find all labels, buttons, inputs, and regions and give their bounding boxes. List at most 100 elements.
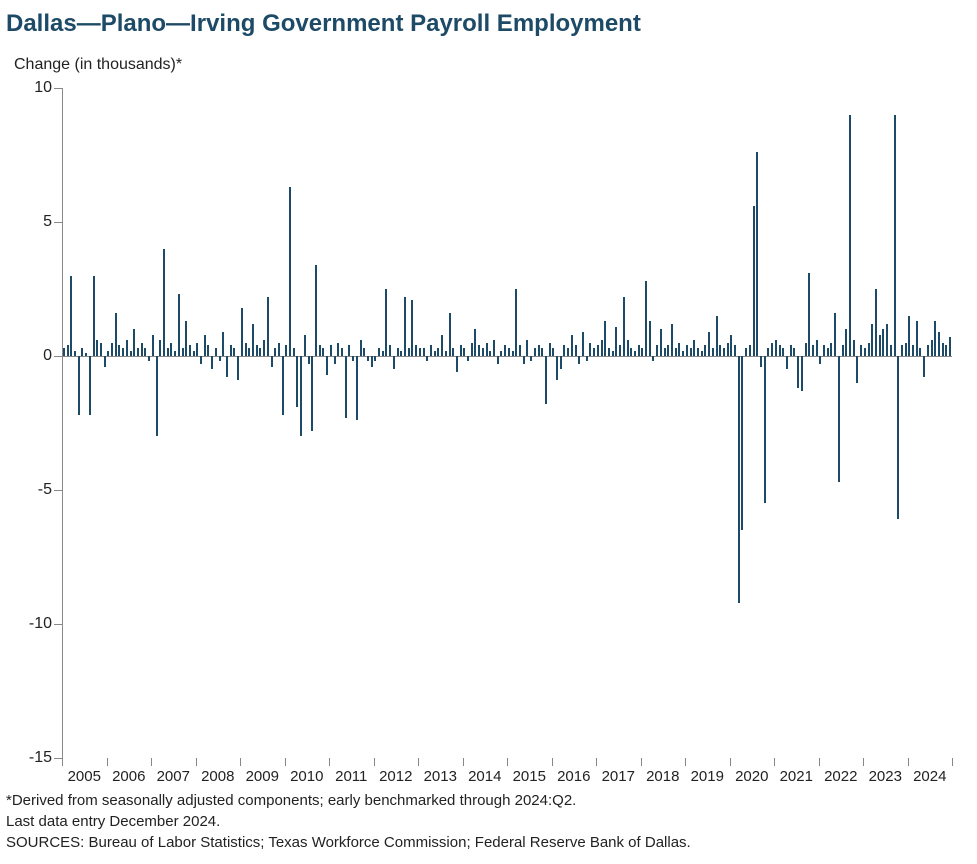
data-bar <box>278 343 280 356</box>
data-bar <box>549 343 551 356</box>
data-bar <box>801 356 803 391</box>
y-axis-title: Change (in thousands)* <box>14 56 182 74</box>
data-bar <box>130 351 132 356</box>
data-bar <box>934 321 936 356</box>
data-bar <box>604 321 606 356</box>
data-bar <box>916 321 918 356</box>
data-bar <box>126 340 128 356</box>
data-bar <box>641 348 643 356</box>
footnote-derivation: *Derived from seasonally adjusted compon… <box>6 790 691 811</box>
data-bar <box>919 348 921 356</box>
data-bar <box>215 348 217 356</box>
data-bar <box>856 356 858 383</box>
x-tick-label: 2017 <box>602 768 635 785</box>
data-bar <box>690 348 692 356</box>
data-bar <box>452 348 454 356</box>
x-tick-label: 2009 <box>246 768 279 785</box>
y-tick <box>54 356 62 357</box>
data-bar <box>334 356 336 364</box>
data-bar <box>897 356 899 519</box>
data-bar <box>786 356 788 369</box>
x-tick <box>285 758 286 766</box>
data-bar <box>207 345 209 356</box>
data-bar <box>482 348 484 356</box>
data-bar <box>159 340 161 356</box>
data-bar <box>727 343 729 356</box>
data-bar <box>360 340 362 356</box>
data-bar <box>608 348 610 356</box>
data-bar <box>471 343 473 356</box>
x-tick <box>463 758 464 766</box>
data-bar <box>411 300 413 356</box>
data-bar <box>315 265 317 356</box>
x-tick <box>240 758 241 766</box>
x-tick-label: 2023 <box>869 768 902 785</box>
data-bar <box>701 351 703 356</box>
data-bar <box>456 356 458 372</box>
data-bar <box>156 356 158 436</box>
data-bar <box>664 348 666 356</box>
x-tick <box>552 758 553 766</box>
data-bar <box>148 356 150 361</box>
chart-title: Dallas—Plano—Irving Government Payroll E… <box>6 10 641 38</box>
data-bar <box>638 345 640 356</box>
data-bar <box>578 356 580 364</box>
data-bar <box>589 343 591 356</box>
data-bar <box>330 345 332 356</box>
data-bar <box>508 348 510 356</box>
data-bar <box>845 329 847 356</box>
data-bar <box>211 356 213 369</box>
data-bar <box>923 356 925 377</box>
data-bar <box>241 308 243 356</box>
x-tick <box>908 758 909 766</box>
data-bar <box>760 356 762 367</box>
data-bar <box>104 356 106 367</box>
y-tick <box>54 222 62 223</box>
data-bar <box>282 356 284 415</box>
data-bar <box>886 324 888 356</box>
data-bar <box>271 356 273 367</box>
data-bar <box>512 351 514 356</box>
data-bar <box>790 345 792 356</box>
data-bar <box>144 348 146 356</box>
data-bar <box>819 356 821 364</box>
y-tick <box>54 88 62 89</box>
data-bar <box>434 351 436 356</box>
data-bar <box>749 345 751 356</box>
data-bar <box>645 281 647 356</box>
data-bar <box>753 206 755 356</box>
x-tick-label: 2022 <box>824 768 857 785</box>
data-bar <box>182 348 184 356</box>
data-bar <box>686 345 688 356</box>
data-bar <box>382 351 384 356</box>
data-bar <box>504 345 506 356</box>
data-bar <box>78 356 80 415</box>
data-bar <box>879 335 881 356</box>
data-bar <box>797 356 799 388</box>
y-tick <box>54 758 62 759</box>
data-bar <box>704 345 706 356</box>
data-bar <box>96 340 98 356</box>
data-bar <box>311 356 313 431</box>
data-bar <box>671 324 673 356</box>
data-bar <box>378 348 380 356</box>
data-bar <box>552 348 554 356</box>
data-bar <box>682 351 684 356</box>
x-tick-label: 2012 <box>379 768 412 785</box>
data-bar <box>834 313 836 356</box>
data-bar <box>200 356 202 364</box>
x-tick-label: 2021 <box>780 768 813 785</box>
y-tick-label: 5 <box>0 213 52 231</box>
footnotes: *Derived from seasonally adjusted compon… <box>6 790 691 853</box>
data-bar <box>423 348 425 356</box>
data-bar <box>756 152 758 356</box>
data-bar <box>230 345 232 356</box>
data-bar <box>274 348 276 356</box>
data-bar <box>300 356 302 436</box>
x-tick <box>374 758 375 766</box>
data-bar <box>868 343 870 356</box>
data-bar <box>245 343 247 356</box>
data-bar <box>730 335 732 356</box>
data-bar <box>426 356 428 361</box>
data-bar <box>619 345 621 356</box>
